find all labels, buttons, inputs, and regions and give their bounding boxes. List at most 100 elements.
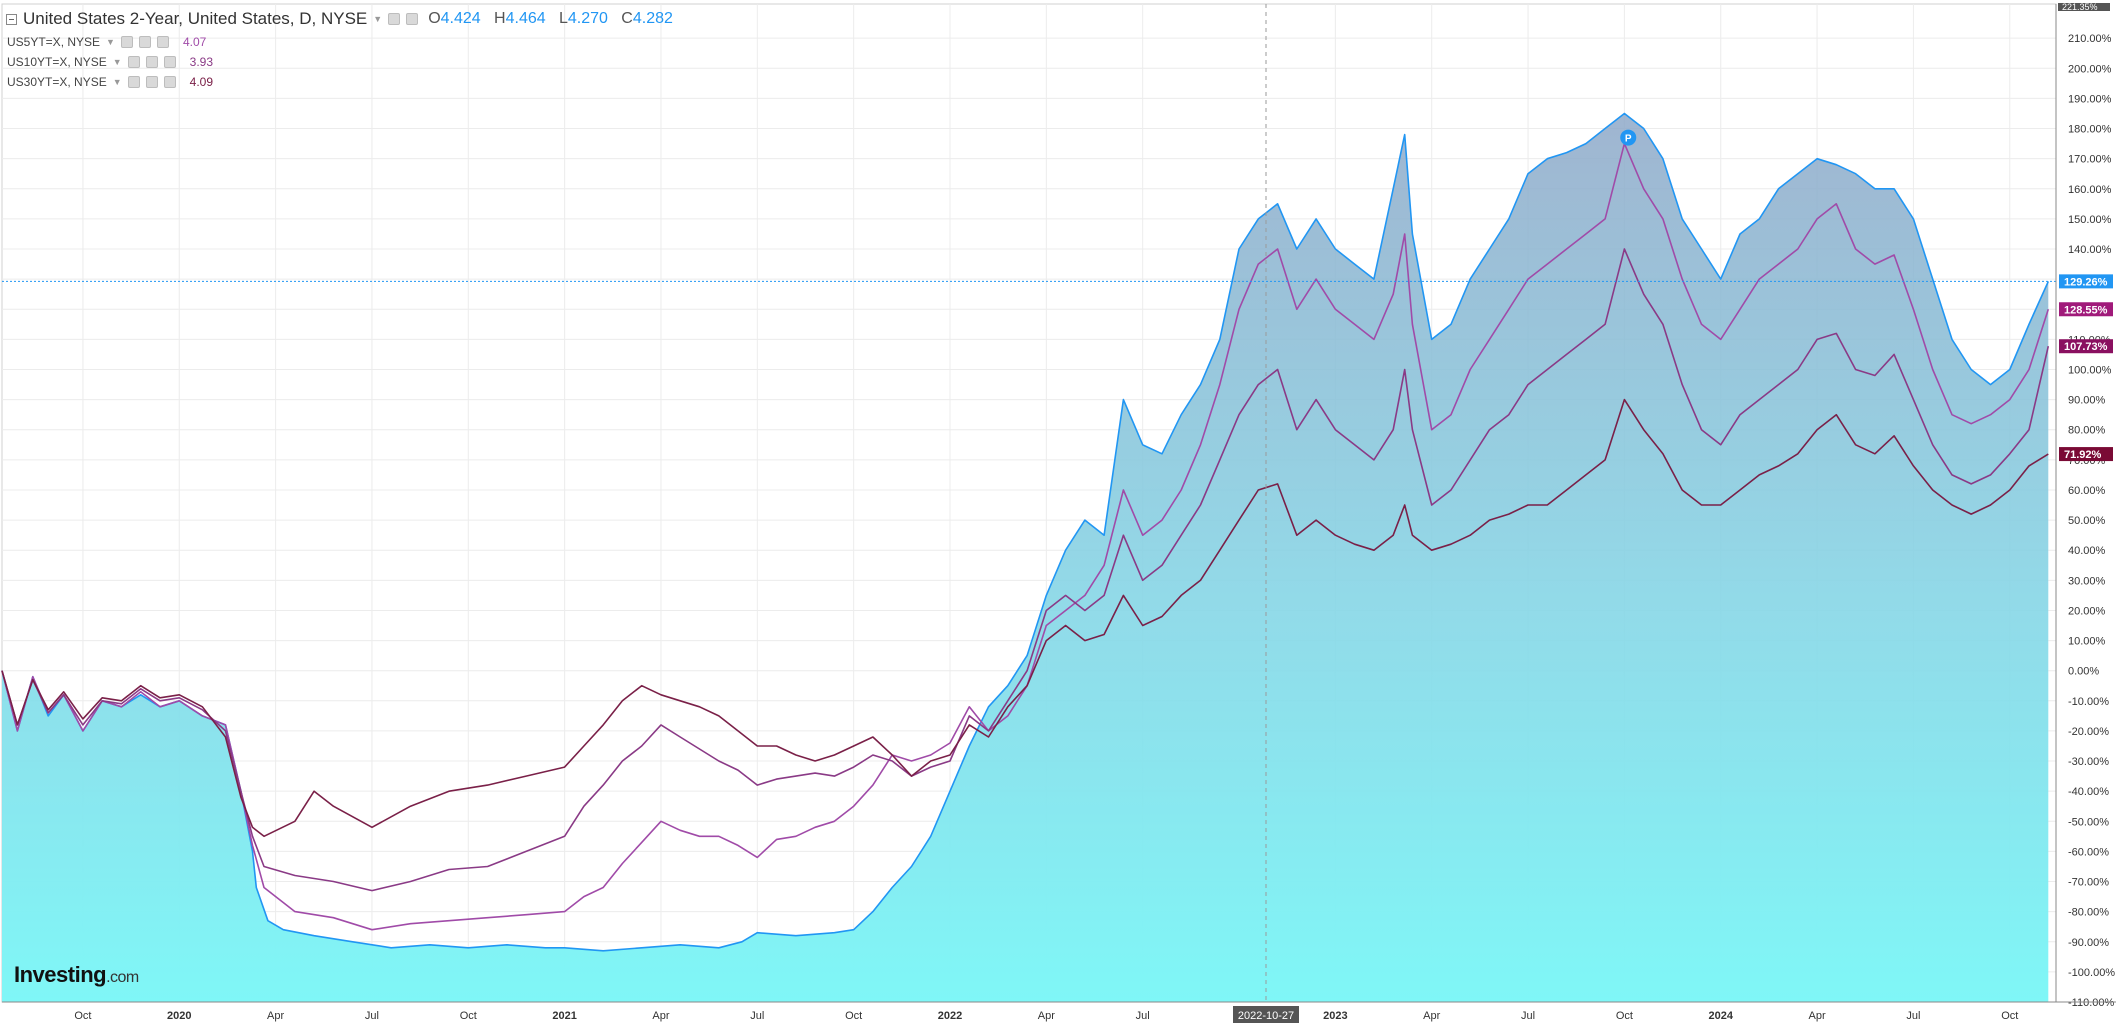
y-tick-label: 210.00% [2068, 33, 2112, 45]
legend-row-us5y[interactable]: US5YT=X, NYSE ▼ 4.07 [7, 32, 673, 52]
y-tick-label: -80.00% [2068, 907, 2109, 919]
ohlc-close-value: 4.282 [632, 10, 673, 27]
ohlc-low-key: L [559, 10, 568, 27]
x-tick-label: 2022 [938, 1010, 962, 1022]
y-tick-label: 30.00% [2068, 575, 2106, 587]
close-icon[interactable] [163, 56, 176, 68]
x-tick-label: Apr [1423, 1010, 1440, 1022]
x-tick-label: Jul [750, 1010, 764, 1022]
series-lines [1, 112, 2050, 952]
logo-brand: Investing [14, 962, 107, 987]
x-tick-label: Jul [1521, 1010, 1535, 1022]
y-tick-label: 20.00% [2068, 605, 2106, 617]
series-line-1 [1, 142, 2050, 931]
x-tick-label: Jul [365, 1010, 379, 1022]
series-end-label: 71.92% [2064, 449, 2102, 461]
legend-label: US5YT=X, NYSE [7, 35, 101, 49]
x-tick-label: Apr [652, 1010, 669, 1022]
chevron-down-icon[interactable]: ▼ [106, 37, 115, 47]
settings-icon[interactable] [406, 13, 419, 25]
logo-suffix: .com [106, 969, 139, 986]
series-end-label: 107.73% [2064, 341, 2108, 353]
series-line-3 [1, 398, 2049, 838]
x-tick-label: 2024 [1708, 1010, 1733, 1022]
x-tick-label: Apr [1038, 1010, 1055, 1022]
y-tick-label: 50.00% [2068, 515, 2106, 527]
ohlc-open-key: O [428, 10, 441, 27]
y-tick-label: 160.00% [2068, 184, 2112, 196]
crosshair-date-bg [1233, 1006, 1299, 1023]
y-tick-label: 200.00% [2068, 63, 2112, 75]
y-tick-label: -40.00% [2068, 786, 2109, 798]
y-tick-label: 10.00% [2068, 636, 2106, 648]
series-end-label-bg [2059, 447, 2113, 462]
ohlc-close-key: C [621, 10, 633, 27]
settings-icon[interactable] [145, 76, 158, 88]
eye-icon[interactable] [120, 36, 133, 48]
legend-label: US30YT=X, NYSE [7, 75, 107, 89]
eye-icon[interactable] [388, 13, 401, 25]
y-tick-label: -20.00% [2068, 726, 2109, 738]
settings-icon[interactable] [145, 56, 158, 68]
x-tick-label: Apr [267, 1010, 284, 1022]
x-tick-label: 2020 [167, 1010, 191, 1022]
x-tick-label: Oct [1616, 1010, 1633, 1022]
series-end-label: 128.55% [2064, 304, 2108, 316]
y-tick-label: -90.00% [2068, 937, 2109, 949]
overlays: P [2, 4, 2056, 1002]
y-tick-label: -110.00% [2068, 997, 2114, 1009]
series-end-label: 129.26% [2064, 276, 2108, 288]
chevron-down-icon[interactable]: ▼ [112, 57, 122, 67]
legend-value: 4.07 [182, 35, 207, 49]
y-tick-label: -100.00% [2068, 967, 2115, 979]
x-tick-label: Jul [1906, 1010, 1920, 1022]
y-tick-label: 100.00% [2068, 364, 2112, 376]
y-tick-label: 0.00% [2068, 666, 2099, 678]
y-top-label: 221.35% [2062, 2, 2098, 12]
series-line-2 [1, 248, 2050, 892]
marker-circle [1620, 129, 1637, 146]
y-tick-label: 180.00% [2068, 124, 2112, 136]
y-tick-label: -70.00% [2068, 877, 2109, 889]
crosshair-date-label: 2022-10-27 [1238, 1010, 1294, 1022]
eye-icon[interactable] [127, 76, 140, 88]
x-tick-label: Oct [845, 1010, 862, 1022]
chevron-down-icon[interactable]: ▼ [112, 77, 122, 87]
y-tick-label: -30.00% [2068, 756, 2109, 768]
series-end-label-bg [2059, 302, 2113, 317]
y-tick-label: 140.00% [2068, 244, 2112, 256]
y-tick-label: 190.00% [2068, 93, 2112, 105]
main-series-title: United States 2-Year, United States, D, … [23, 9, 368, 28]
y-tick-label: 60.00% [2068, 485, 2106, 497]
x-tick-label: Oct [74, 1010, 91, 1022]
chevron-down-icon[interactable]: ▼ [373, 14, 383, 24]
y-tick-label: 150.00% [2068, 214, 2112, 226]
collapse-toggle-icon[interactable] [6, 13, 17, 25]
y-tick-label: -60.00% [2068, 846, 2109, 858]
x-tick-label: 2021 [552, 1010, 576, 1022]
legend-label: US10YT=X, NYSE [7, 55, 107, 69]
y-tick-label: -10.00% [2068, 696, 2109, 708]
ohlc-high-value: 4.464 [505, 10, 546, 27]
y-tick-label: 170.00% [2068, 154, 2112, 166]
ohlc-readout: O4.424 H4.464 L4.270 C4.282 [428, 10, 673, 28]
legend-row-us10y[interactable]: US10YT=X, NYSE ▼ 3.93 [7, 52, 673, 72]
ohlc-low-value: 4.270 [567, 10, 608, 27]
y-tick-label: 90.00% [2068, 395, 2106, 407]
x-tick-label: Oct [2001, 1010, 2018, 1022]
series-line-0 [1, 112, 2050, 952]
series-end-label-bg [2059, 274, 2113, 289]
y-tick-label: 40.00% [2068, 545, 2106, 557]
close-icon[interactable] [156, 36, 169, 48]
legend-row-us30y[interactable]: US30YT=X, NYSE ▼ 4.09 [7, 72, 673, 92]
series-end-label-bg [2059, 339, 2113, 354]
series-area-0 [2, 113, 2049, 1002]
marker-label: P [1625, 134, 1632, 145]
y-top-label-bg [2058, 3, 2110, 11]
close-icon[interactable] [163, 76, 176, 88]
eye-icon[interactable] [127, 56, 140, 68]
y-tick-label: 80.00% [2068, 425, 2106, 437]
settings-icon[interactable] [138, 36, 151, 48]
